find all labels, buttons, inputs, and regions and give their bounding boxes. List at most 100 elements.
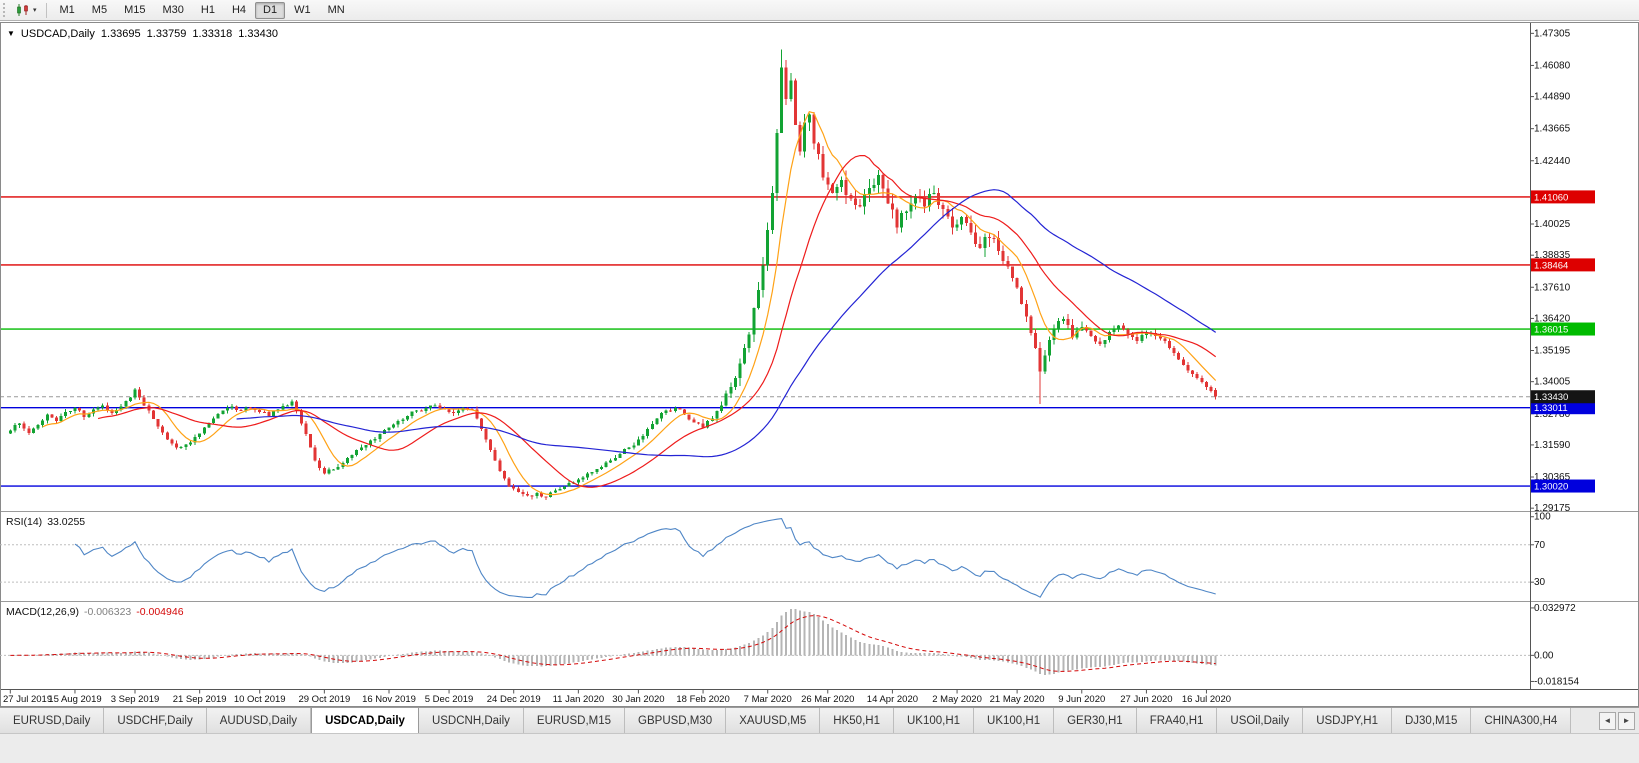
price-tick-label: 1.29175 xyxy=(1534,503,1571,514)
chart-tab-usdjpy-h1[interactable]: USDJPY,H1 xyxy=(1303,708,1392,733)
chevron-down-icon: ▾ xyxy=(33,7,37,14)
line-price-badge-label: 1.33011 xyxy=(1534,403,1568,414)
macd-signal-value: -0.004946 xyxy=(136,606,183,618)
chart-symbol-label: USDCAD,Daily xyxy=(20,28,95,40)
price-tick-label: 1.34005 xyxy=(1534,377,1571,388)
date-tick-label: 11 Jan 2020 xyxy=(553,694,605,705)
chart-tab-eurusd-daily[interactable]: EURUSD,Daily xyxy=(0,708,105,733)
date-tick-label: 2 May 2020 xyxy=(932,694,982,705)
timeframe-button-m15[interactable]: M15 xyxy=(116,2,153,19)
line-price-badge xyxy=(1531,479,1595,493)
date-tick-label: 7 Mar 2020 xyxy=(744,694,792,705)
macd-name: MACD(12,26,9) xyxy=(6,606,79,618)
chart-tab-usdchf-daily[interactable]: USDCHF,Daily xyxy=(104,708,207,733)
ma-8-line xyxy=(42,110,1217,496)
candlestick-chart-icon xyxy=(17,4,28,16)
line-price-badge-label: 1.38464 xyxy=(1534,260,1568,271)
date-tick-label: 29 Oct 2019 xyxy=(298,694,350,705)
footer-space xyxy=(0,733,1639,763)
date-tick-label: 26 Mar 2020 xyxy=(801,694,854,705)
ma-20-line xyxy=(97,155,1217,488)
price-tick-label: 1.31590 xyxy=(1534,440,1571,451)
price-tick-label: 1.47305 xyxy=(1534,28,1571,39)
date-tick-label: 14 Apr 2020 xyxy=(867,694,918,705)
date-tick-label: 27 Jun 2020 xyxy=(1120,694,1172,705)
line-price-badge-label: 1.41060 xyxy=(1534,192,1568,203)
price-tick-label: 1.30365 xyxy=(1534,472,1571,483)
current-price-badge-label: 1.33430 xyxy=(1534,392,1568,403)
chart-tab-xauusd-m5[interactable]: XAUUSD,M5 xyxy=(726,708,821,733)
price-tick-label: 1.42440 xyxy=(1534,156,1571,167)
chart-tab-uk100-h1[interactable]: UK100,H1 xyxy=(893,708,975,733)
chart-tab-eurusd-m15[interactable]: EURUSD,M15 xyxy=(523,708,626,733)
price-tick-label: 1.38835 xyxy=(1534,250,1571,261)
date-tick-label: 9 Jun 2020 xyxy=(1058,694,1105,705)
date-tick-label: 5 Dec 2019 xyxy=(425,694,474,705)
price-tick-label: 1.44890 xyxy=(1534,92,1571,103)
macd-signal-line xyxy=(10,615,1216,672)
date-tick-label: 3 Sep 2019 xyxy=(111,694,160,705)
macd-main-value: -0.006323 xyxy=(84,606,131,618)
chart-type-button[interactable]: ▾ xyxy=(11,1,41,19)
line-price-badge xyxy=(1531,190,1595,204)
date-tick-label: 10 Oct 2019 xyxy=(234,694,286,705)
date-tick-label: 16 Jul 2020 xyxy=(1182,694,1231,705)
timeframe-button-w1[interactable]: W1 xyxy=(286,2,319,19)
rsi-indicator-label: RSI(14) 33.0255 xyxy=(6,516,85,528)
ma-50-line xyxy=(236,189,1217,458)
timeframe-button-d1[interactable]: D1 xyxy=(255,1,286,19)
macd-axis-label: 0.032972 xyxy=(1534,603,1576,614)
toolbar: ▾ M1 M5 M15 M30 H1 H4 D1 W1 MN xyxy=(0,0,1639,21)
toolbar-grip[interactable] xyxy=(3,3,8,17)
timeframe-button-h4[interactable]: H4 xyxy=(224,2,254,19)
toolbar-separator xyxy=(45,2,47,18)
timeframe-button-m1[interactable]: M1 xyxy=(52,2,83,19)
chart-tab-usdcnh-daily[interactable]: USDCNH,Daily xyxy=(418,708,524,733)
chart-tab-dj30-m15[interactable]: DJ30,M15 xyxy=(1391,708,1472,733)
symbol-dropdown-icon[interactable]: ▼ xyxy=(7,29,15,38)
date-tick-label: 27 Jul 2019 xyxy=(3,694,52,705)
rsi-axis-label: 100 xyxy=(1534,512,1551,523)
chart-tab-uk100-h1[interactable]: UK100,H1 xyxy=(974,708,1055,733)
chart-canvas[interactable]: 100 70 30 RSI(14) 33.0255 0.032972 0.00 -0.0181… xyxy=(0,22,1639,707)
chart-tabs-group: EURUSD,Daily USDCHF,Daily AUDUSD,Daily USDC… xyxy=(0,708,1572,733)
chart-tab-fra40-h1[interactable]: FRA40,H1 xyxy=(1136,708,1218,733)
tab-scroll-arrows: ◄ ► xyxy=(1599,708,1639,733)
ohlc-close-value: 1.33430 xyxy=(238,28,278,40)
ohlc-high-value: 1.33759 xyxy=(146,28,187,40)
price-tick-label: 1.46080 xyxy=(1534,60,1571,71)
timeframe-button-h1[interactable]: H1 xyxy=(193,2,223,19)
ohlc-open-value: 1.33695 xyxy=(100,28,141,40)
rsi-line xyxy=(74,518,1216,598)
chart-tab-usdcad-daily[interactable]: USDCAD,Daily xyxy=(311,708,419,733)
current-price-badge xyxy=(1531,390,1595,404)
chart-tab-china300-h4[interactable]: CHINA300,H4 xyxy=(1471,708,1572,733)
macd-axis-label: -0.018154 xyxy=(1534,676,1579,687)
timeframe-button-m5[interactable]: M5 xyxy=(84,2,115,19)
line-price-badge xyxy=(1531,401,1595,415)
tabs-scroll-right-button[interactable]: ► xyxy=(1618,711,1635,730)
rsi-axis-label: 30 xyxy=(1534,577,1546,588)
timeframe-buttons-group: M1 M5 M15 M30 H1 H4 D1 W1 MN xyxy=(52,1,353,19)
date-tick-label: 21 May 2020 xyxy=(990,694,1045,705)
date-tick-label: 16 Nov 2019 xyxy=(362,694,416,705)
date-tick-label: 24 Dec 2019 xyxy=(487,694,541,705)
date-tick-label: 15 Aug 2019 xyxy=(48,694,101,705)
line-price-badge-label: 1.30020 xyxy=(1534,482,1568,493)
chart-tab-hk50-h1[interactable]: HK50,H1 xyxy=(820,708,894,733)
chart-region: 100 70 30 RSI(14) 33.0255 0.032972 0.00 -0.0181… xyxy=(0,22,1639,707)
chart-tab-audusd-daily[interactable]: AUDUSD,Daily xyxy=(206,708,312,733)
timeframe-button-m30[interactable]: M30 xyxy=(154,2,191,19)
chart-tabs-bar: EURUSD,Daily USDCHF,Daily AUDUSD,Daily USDC… xyxy=(0,707,1639,733)
rsi-axis-label: 70 xyxy=(1534,540,1546,551)
rsi-name: RSI(14) xyxy=(6,516,42,528)
price-tick-label: 1.43665 xyxy=(1534,124,1571,135)
price-tick-label: 1.40025 xyxy=(1534,219,1571,230)
timeframe-button-mn[interactable]: MN xyxy=(320,2,353,19)
tabs-scroll-left-button[interactable]: ◄ xyxy=(1599,711,1616,730)
price-tick-label: 1.32780 xyxy=(1534,409,1571,420)
chart-tab-usoil-daily[interactable]: USOil,Daily xyxy=(1217,708,1304,733)
chart-tab-ger30-h1[interactable]: GER30,H1 xyxy=(1054,708,1137,733)
chart-tab-gbpusd-m30[interactable]: GBPUSD,M30 xyxy=(625,708,727,733)
